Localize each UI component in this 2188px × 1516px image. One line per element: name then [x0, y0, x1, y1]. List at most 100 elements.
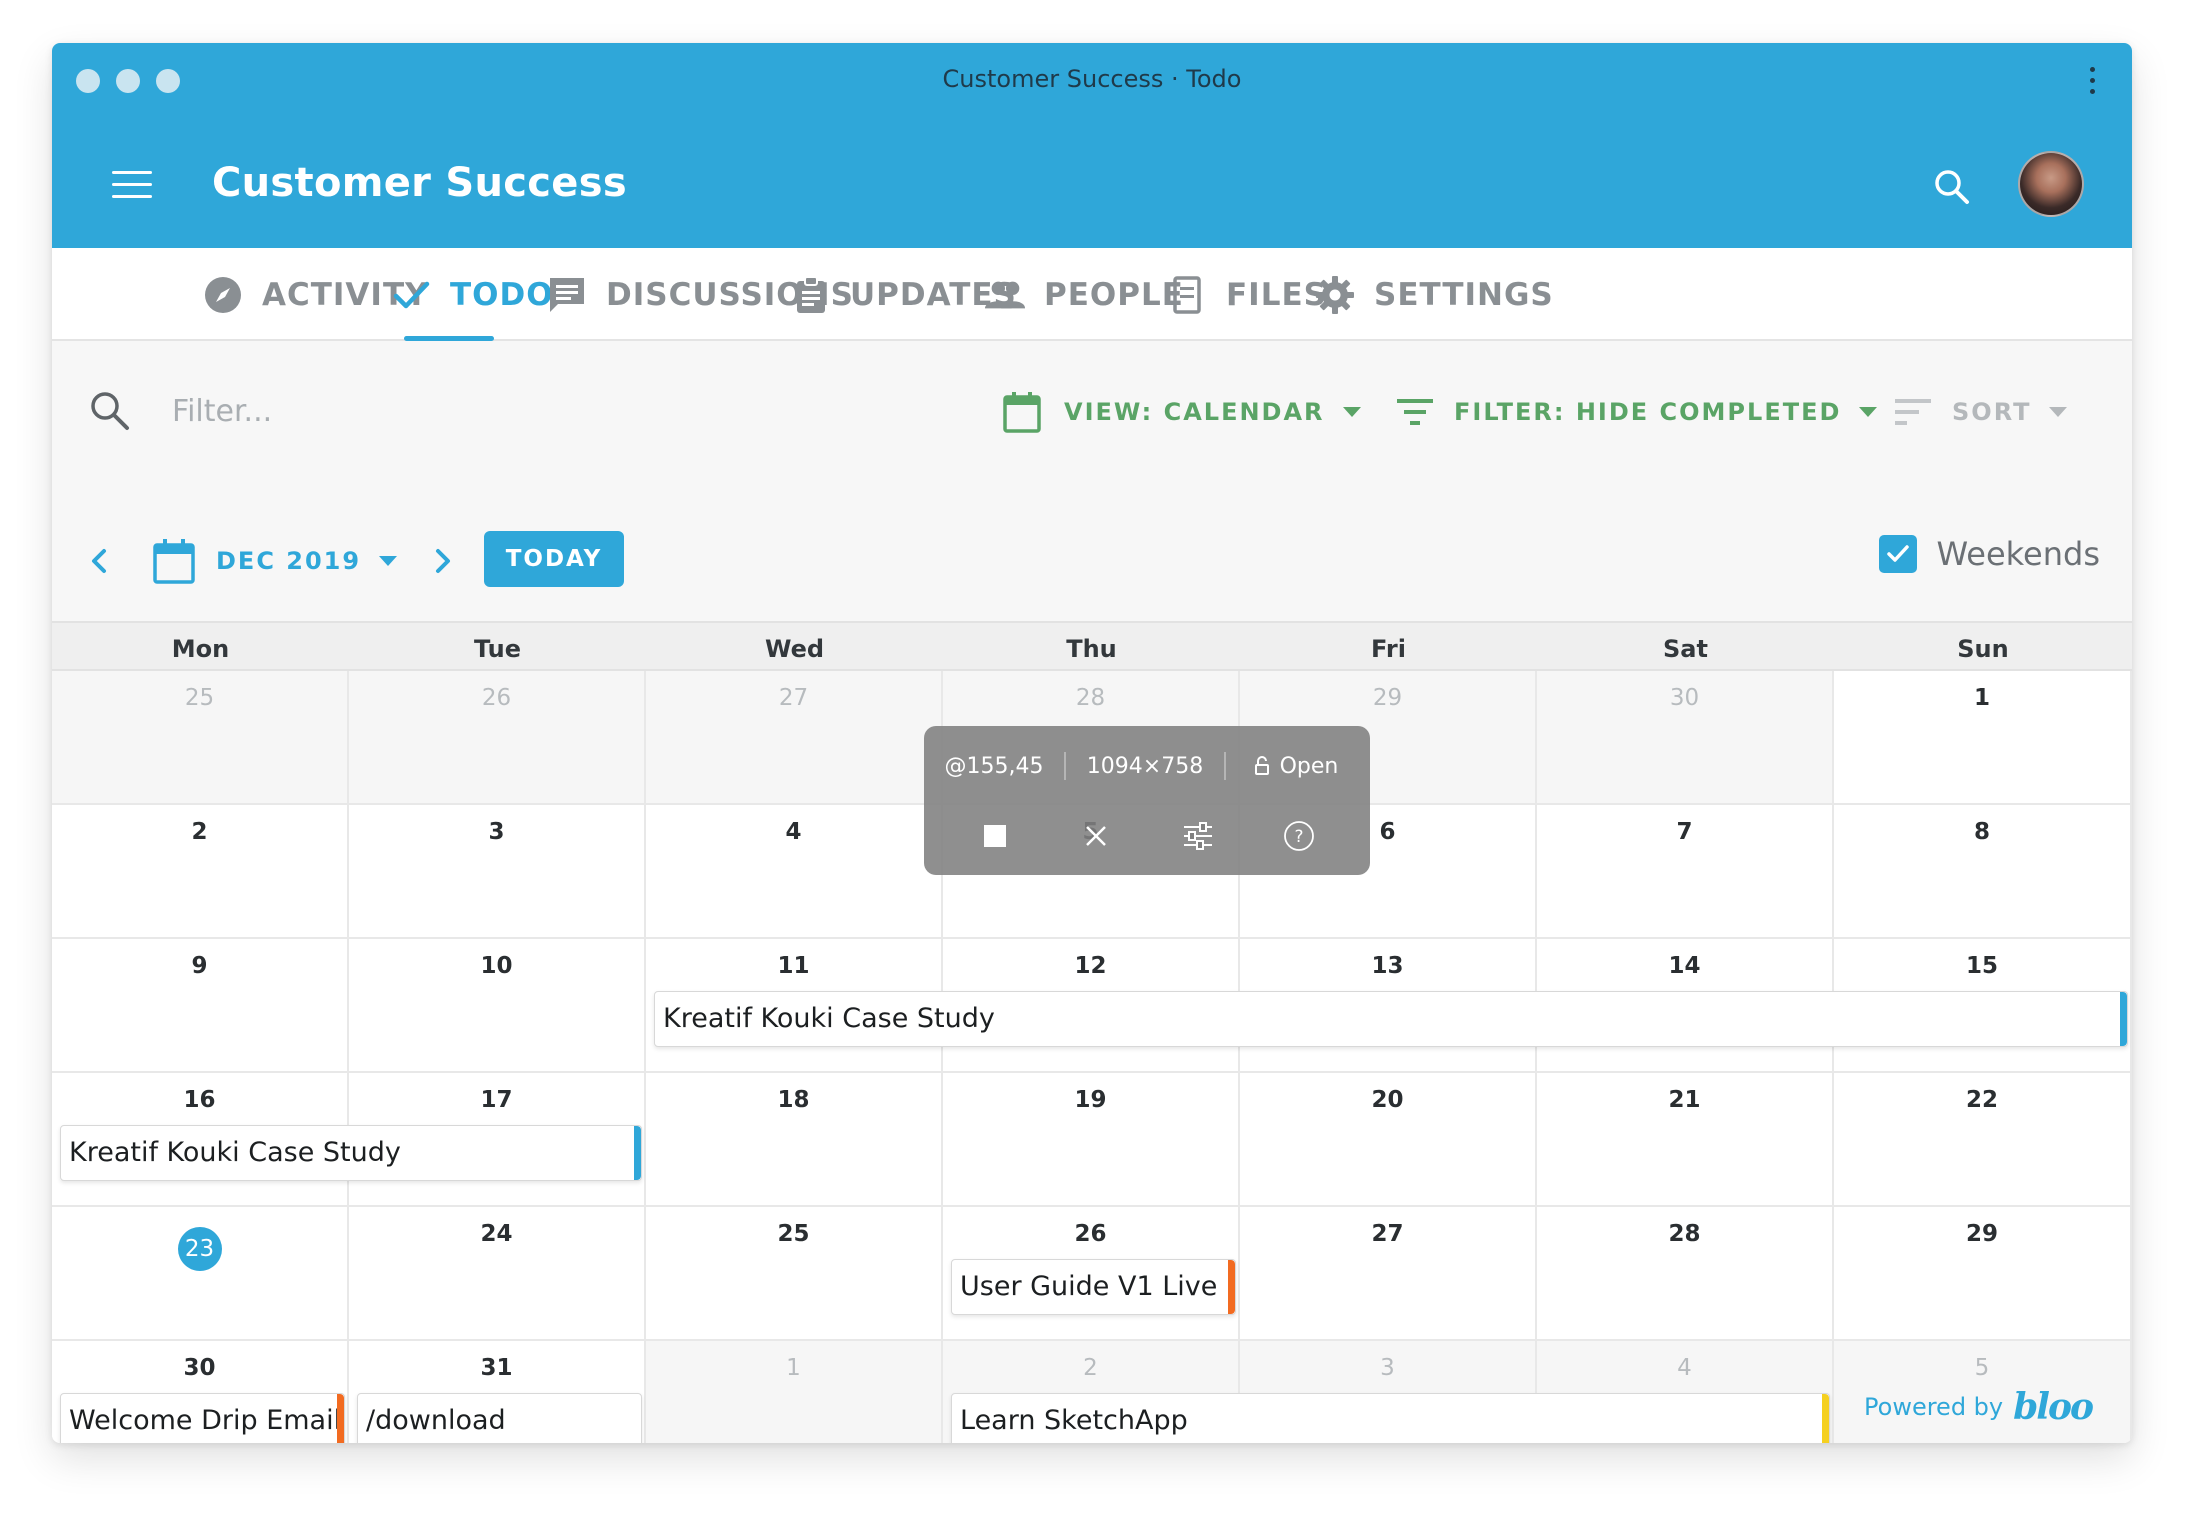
calendar-day-cell[interactable]: 28: [1537, 1207, 1834, 1341]
calendar-day-cell[interactable]: 1: [1834, 671, 2132, 805]
close-window-icon[interactable]: [76, 69, 100, 93]
day-number: 29: [1372, 685, 1403, 711]
calendar-day-cell[interactable]: 22: [1834, 1073, 2132, 1207]
tab-todo[interactable]: TODO: [390, 272, 554, 318]
day-number: 17: [480, 1087, 513, 1113]
day-number: 21: [1668, 1087, 1701, 1113]
lock-toggle[interactable]: Open: [1226, 754, 1366, 779]
calendar-day-cell[interactable]: 27: [646, 671, 943, 805]
sort-dropdown[interactable]: SORT: [1894, 389, 2068, 435]
search-icon[interactable]: [1932, 167, 1972, 207]
weekday-label: Tue: [473, 635, 522, 663]
calendar-day-cell[interactable]: 26: [349, 671, 646, 805]
calendar-event[interactable]: /download: [357, 1393, 642, 1443]
calendar-day-cell[interactable]: 9: [52, 939, 349, 1073]
weekday-label: Sat: [1663, 635, 1708, 663]
calendar-day-cell[interactable]: 24: [349, 1207, 646, 1341]
day-number: 24: [480, 1221, 513, 1247]
sort-label: SORT: [1952, 398, 2032, 426]
calendar-event[interactable]: Learn SketchApp: [951, 1393, 1830, 1443]
calendar-day-cell[interactable]: 19: [943, 1073, 1240, 1207]
calendar-day-cell[interactable]: 4: [646, 805, 943, 939]
gear-icon: [1314, 274, 1356, 316]
calendar-day-cell[interactable]: 8: [1834, 805, 2132, 939]
day-number: 4: [1677, 1355, 1692, 1381]
filter-input[interactable]: [172, 385, 692, 437]
calendar-day-cell[interactable]: 1: [646, 1341, 943, 1443]
tab-people[interactable]: PEOPLE: [984, 272, 1184, 318]
calendar-event[interactable]: Kreatif Kouki Case Study: [60, 1125, 642, 1181]
day-number: 30: [1669, 685, 1700, 711]
event-color-bar: [634, 1126, 641, 1180]
day-number: 13: [1371, 953, 1404, 979]
event-color-bar: [337, 1394, 344, 1443]
tab-files[interactable]: FILES: [1166, 272, 1327, 318]
calendar-day-cell[interactable]: 27: [1240, 1207, 1537, 1341]
more-menu-icon[interactable]: [2090, 67, 2096, 95]
day-number: 1: [786, 1355, 801, 1381]
next-month-button[interactable]: [424, 543, 460, 579]
weekday-header: Mon Tue Wed Thu Fri Sat Sun: [52, 621, 2132, 671]
tab-settings[interactable]: SETTINGS: [1314, 272, 1554, 318]
calendar-day-cell[interactable]: 25: [646, 1207, 943, 1341]
help-icon[interactable]: ?: [1282, 819, 1316, 853]
day-number: 20: [1371, 1087, 1404, 1113]
day-number: 8: [1973, 819, 1990, 845]
calendar-day-cell[interactable]: 20: [1240, 1073, 1537, 1207]
view-calendar-dropdown[interactable]: VIEW: CALENDAR: [1002, 389, 1361, 435]
maximize-window-icon[interactable]: [156, 69, 180, 93]
tab-label: SETTINGS: [1374, 277, 1554, 313]
day-number: 2: [191, 819, 208, 845]
calendar-event[interactable]: User Guide V1 Live: [951, 1259, 1236, 1315]
day-number: 7: [1676, 819, 1693, 845]
tab-label: PEOPLE: [1044, 277, 1184, 313]
close-icon[interactable]: [1079, 819, 1113, 853]
filter-dropdown[interactable]: FILTER: HIDE COMPLETED: [1396, 389, 1878, 435]
window-title: Customer Success · Todo: [942, 65, 1242, 93]
powered-by-label: Powered by: [1864, 1393, 2004, 1421]
calendar-day-cell[interactable]: 30: [1537, 671, 1834, 805]
day-number: 12: [1074, 953, 1107, 979]
weekends-label: Weekends: [1936, 535, 2100, 573]
tab-activity[interactable]: ACTIVITY: [202, 272, 429, 318]
weekends-checkbox[interactable]: [1878, 535, 1917, 573]
hamburger-menu-icon[interactable]: [112, 171, 152, 201]
month-picker[interactable]: DEC 2019: [152, 533, 398, 589]
calendar-day-cell[interactable]: 25: [52, 671, 349, 805]
calendar-day-cell[interactable]: 23: [52, 1207, 349, 1341]
today-button[interactable]: TODAY: [484, 531, 624, 587]
check-icon: [390, 274, 432, 316]
sort-icon: [1894, 397, 1932, 427]
event-title: Welcome Drip Emails: [69, 1405, 345, 1436]
event-color-bar: [2120, 992, 2127, 1046]
tab-updates[interactable]: UPDATES: [790, 272, 1017, 318]
chevron-down-icon: [2049, 407, 2068, 417]
calendar-day-cell[interactable]: 5: [1834, 1341, 2132, 1443]
calendar-day-cell[interactable]: 10: [349, 939, 646, 1073]
calendar-event[interactable]: Welcome Drip Emails: [60, 1393, 345, 1443]
minimize-window-icon[interactable]: [116, 69, 140, 93]
event-title: Kreatif Kouki Case Study: [663, 1003, 995, 1034]
event-title: /download: [366, 1405, 506, 1436]
calendar-day-cell[interactable]: 21: [1537, 1073, 1834, 1207]
calendar-day-cell[interactable]: 29: [1834, 1207, 2132, 1341]
weekday-label: Thu: [1066, 635, 1117, 663]
weekends-toggle[interactable]: Weekends: [1878, 535, 2100, 573]
avatar[interactable]: [2018, 151, 2084, 217]
calendar-event[interactable]: Kreatif Kouki Case Study: [654, 991, 2128, 1047]
stop-icon[interactable]: [978, 819, 1012, 853]
powered-by-badge[interactable]: Powered by bloo: [1864, 1386, 2094, 1428]
previous-month-button[interactable]: [82, 543, 118, 579]
day-number: 6: [1379, 819, 1396, 845]
calendar-day-cell[interactable]: 7: [1537, 805, 1834, 939]
page-title: Customer Success: [212, 160, 627, 206]
bloo-logo: bloo: [2013, 1386, 2094, 1428]
sliders-icon[interactable]: [1181, 819, 1215, 853]
divider: [1064, 752, 1066, 780]
divider: [1224, 752, 1226, 780]
event-title: Learn SketchApp: [960, 1405, 1188, 1436]
calendar-day-cell[interactable]: 18: [646, 1073, 943, 1207]
calendar-day-cell[interactable]: 3: [349, 805, 646, 939]
calendar-day-cell[interactable]: 2: [52, 805, 349, 939]
